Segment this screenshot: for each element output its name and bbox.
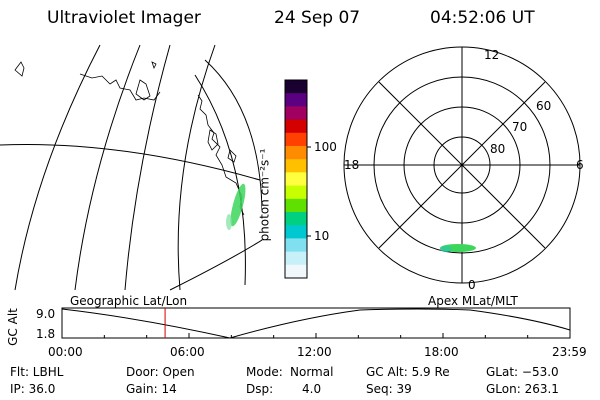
coastline [227,149,237,163]
mlt-label-left: 18 [344,158,360,172]
map-grid-line [74,44,141,291]
filter-info: Flt: LBHL [10,365,64,379]
altitude-trace [61,308,571,339]
glat-info: GLat: −53.0 [486,365,559,379]
map-grid-line [169,239,262,291]
mode-label: Mode: [246,365,283,379]
gc-alt-info: GC Alt: 5.9 Re [366,365,450,379]
map-grid-line [124,44,171,291]
instrument-title: Ultraviolet Imager [47,8,201,28]
coastline [151,61,157,70]
colorbar-band [285,132,307,147]
colorbar-band [285,212,307,226]
earth-limb [204,59,262,211]
colorbar-band [285,146,307,160]
seq-info: Seq: 39 [366,382,412,396]
timeline-left-label: Geographic Lat/Lon [70,294,188,308]
colorbar-band [285,251,307,266]
colorbar-band [285,238,307,253]
colorbar-band [285,93,307,107]
polar-aurora-emission [440,246,452,252]
colorbar-band [285,119,307,134]
dsp-value: 4.0 [302,382,322,396]
door-info: Door: Open [126,365,195,379]
observation-date: 24 Sep 07 [274,8,361,28]
mlt-label-bottom: 0 [468,278,476,292]
coastline [135,79,151,101]
observation-time: 04:52:06 UT [430,8,535,28]
map-aurora-emission [226,214,232,230]
dsp-label: Dsp: [246,382,274,396]
timeline-x-tick-0: 00:00 [48,345,83,359]
colorbar-band [285,172,307,187]
colorbar-band [285,159,307,173]
timeline-x-tick-1: 06:00 [170,345,205,359]
timeline-x-tick-2: 12:00 [297,345,332,359]
map-grid-line [177,44,216,291]
colorbar-tick-label-100: 100 [314,140,337,154]
earth-limb [194,74,246,286]
colorbar-band [285,225,307,239]
timeline-x-tick-3: 18:00 [424,345,459,359]
gain-info: Gain: 14 [126,382,177,396]
coastline [14,61,25,77]
timeline-y-tick-top: 9.0 [36,307,56,321]
colorbar-band [285,80,307,94]
timeline-right-label: Apex MLat/MLT [428,294,518,308]
map-grid-line [14,44,101,291]
timeline-x-tick-4: 23:59 [552,345,587,359]
colorbar-tick-label-10: 10 [314,229,330,243]
coastline [207,129,219,151]
mode-value: Normal [290,365,334,379]
colorbar-band [285,185,307,200]
timeline-y-tick-bottom: 1.8 [36,327,56,341]
map-aurora-emission [230,183,246,227]
lat-label-60: 60 [536,99,552,113]
coastline [79,73,161,101]
colorbar-band [285,106,307,121]
mlt-label-right: 6 [576,158,584,172]
glon-info: GLon: 263.1 [486,382,559,396]
mlt-label-top: 12 [484,48,500,62]
polar-meridian-diagonal [378,81,546,249]
lat-label-70: 70 [512,120,528,134]
colorbar-band [285,264,307,279]
map-grid-line [0,143,261,181]
ip-info: IP: 36.0 [10,382,56,396]
colorbar-band [285,198,307,213]
lat-label-80: 80 [490,142,506,156]
